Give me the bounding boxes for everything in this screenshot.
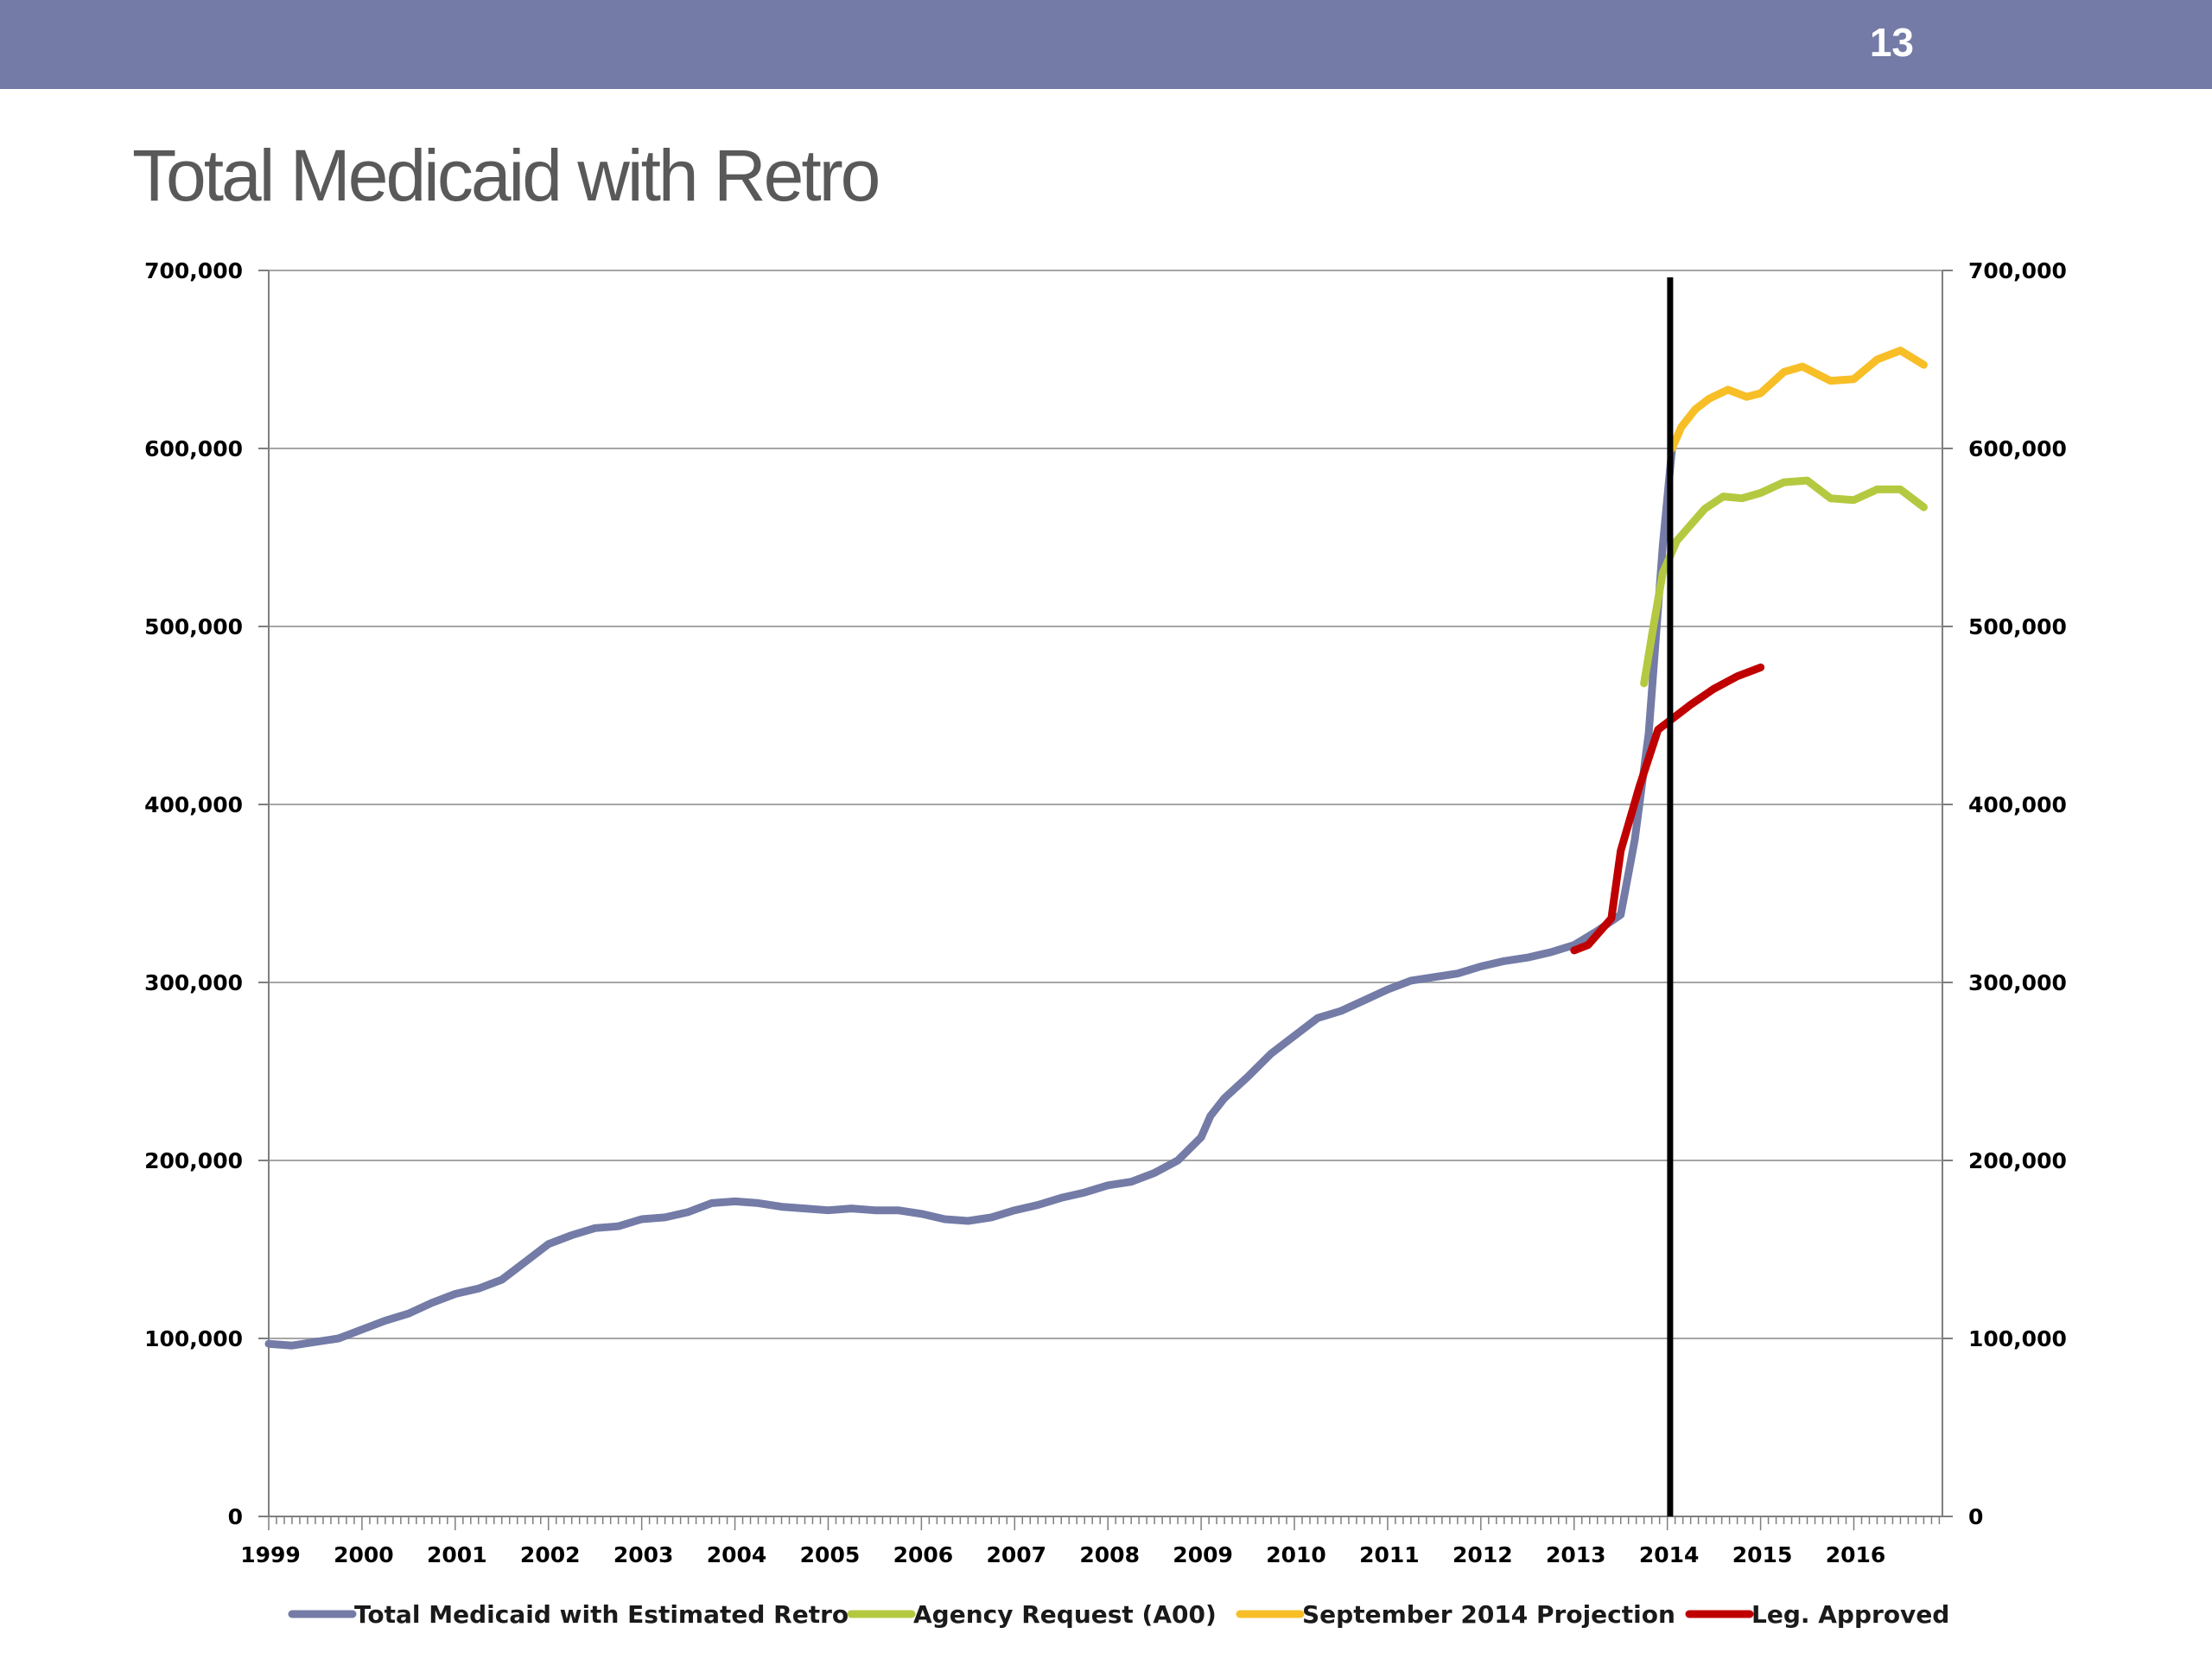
x-tick-label: 2011 bbox=[1359, 1542, 1420, 1567]
x-tick-label: 2003 bbox=[613, 1542, 674, 1567]
y-tick-label-left: 600,000 bbox=[144, 436, 243, 461]
series-lines bbox=[264, 346, 1928, 1350]
y-tick-label-right: 400,000 bbox=[1968, 792, 2067, 817]
x-tick-label: 2015 bbox=[1732, 1542, 1793, 1567]
x-tick-label: 2000 bbox=[334, 1542, 394, 1567]
y-tick-label-left: 500,000 bbox=[144, 614, 243, 639]
series-line-3 bbox=[1668, 346, 1928, 453]
y-tick-label-right: 700,000 bbox=[1968, 258, 2067, 283]
x-axis: 1999 2000 2001 2002 2003 2004 2005 2006 2007 2008… bbox=[240, 1516, 1941, 1567]
legend-label: Agency Request (A00) bbox=[913, 1600, 1217, 1629]
x-tick-label: 2010 bbox=[1266, 1542, 1326, 1567]
slide-number: 13 bbox=[1869, 20, 1914, 65]
y-axis-left: 0 100,000 200,000 300,000 400,000 500,000 600,… bbox=[144, 258, 270, 1529]
x-tick-label: 2002 bbox=[520, 1542, 581, 1567]
y-tick-label-left: 400,000 bbox=[144, 792, 243, 817]
x-tick-label: 2014 bbox=[1639, 1542, 1700, 1567]
y-tick-label-left: 0 bbox=[228, 1504, 243, 1529]
y-tick-label-right: 100,000 bbox=[1968, 1326, 2067, 1351]
series-line-1 bbox=[264, 444, 1676, 1350]
x-tick-label: 2016 bbox=[1826, 1542, 1886, 1567]
series-line-4 bbox=[1570, 663, 1765, 955]
series-line-2 bbox=[1640, 476, 1928, 688]
x-tick-label: 2013 bbox=[1546, 1542, 1606, 1567]
y-tick-label-left: 100,000 bbox=[144, 1326, 243, 1351]
legend-label: Total Medicaid with Estimated Retro bbox=[354, 1600, 849, 1629]
legend: Total Medicaid with Estimated Retro Agenc… bbox=[288, 1600, 1949, 1629]
x-tick-label: 2008 bbox=[1079, 1542, 1140, 1567]
x-tick-label: 2009 bbox=[1173, 1542, 1233, 1567]
slide-header-bar: 13 bbox=[0, 0, 2212, 89]
y-tick-label-right: 300,000 bbox=[1968, 970, 2067, 995]
y-tick-label-right: 600,000 bbox=[1968, 436, 2067, 461]
legend-label: September 2014 Projection bbox=[1302, 1600, 1675, 1629]
y-tick-label-left: 300,000 bbox=[144, 970, 243, 995]
x-tick-label: 2001 bbox=[427, 1542, 487, 1567]
y-axis-right: 0 100,000 200,000 300,000 400,000 500,000 600,… bbox=[1942, 258, 2067, 1529]
plot-area bbox=[269, 270, 1942, 1517]
x-tick-label: 2005 bbox=[800, 1542, 861, 1567]
y-tick-label-right: 200,000 bbox=[1968, 1148, 2067, 1173]
y-tick-label-right: 500,000 bbox=[1968, 614, 2067, 639]
legend-label: Leg. Approved bbox=[1751, 1600, 1949, 1629]
y-tick-label-left: 200,000 bbox=[144, 1148, 243, 1173]
y-tick-label-right: 0 bbox=[1968, 1504, 1983, 1529]
x-tick-label: 1999 bbox=[240, 1542, 301, 1567]
x-tick-label: 2004 bbox=[707, 1542, 767, 1567]
y-tick-label-left: 700,000 bbox=[144, 258, 243, 283]
slide-title: Total Medicaid with Retro bbox=[132, 135, 880, 216]
x-tick-label: 2006 bbox=[893, 1542, 954, 1567]
x-tick-label: 2012 bbox=[1452, 1542, 1513, 1567]
x-tick-label: 2007 bbox=[986, 1542, 1046, 1567]
